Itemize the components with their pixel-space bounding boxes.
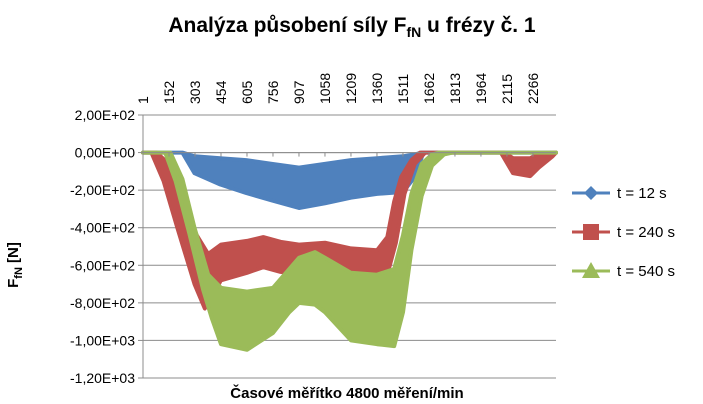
chart-title-main: Analýza působení síly F (168, 14, 406, 37)
x-tick-label: 2115 (499, 74, 515, 104)
series-band-3 (141, 150, 558, 352)
y-tick-label: -6,00E+02 (70, 257, 135, 273)
y-axis-label: FfN [N] (5, 242, 25, 288)
axes (138, 114, 556, 379)
legend-label: t = 240 s (617, 224, 675, 241)
x-tick-labels: 1 152 303 454 605 756 907 1058 1209 1360 1511 1662 1… (135, 73, 541, 104)
x-tick-label: 303 (187, 80, 203, 104)
legend-marker-diamond (584, 186, 598, 200)
y-axis-label-subscript: fN (13, 267, 25, 279)
legend-marker-triangle (582, 262, 600, 278)
y-tick-label: -4,00E+02 (70, 220, 135, 236)
legend-label: t = 540 s (617, 263, 675, 280)
x-tick-label: 152 (161, 80, 177, 104)
x-tick-label: 2266 (525, 73, 541, 104)
y-tick-label: -8,00E+02 (70, 295, 135, 311)
chart-title: Analýza působení síly FfN u frézy č. 1 (168, 14, 536, 40)
x-tick-label: 1964 (473, 73, 489, 104)
series-band-1 (141, 150, 558, 210)
y-axis-label-main: F (5, 279, 22, 288)
x-axis-label: Časové měřítko 4800 měření/min (230, 384, 463, 402)
x-tick-label: 907 (291, 80, 307, 104)
legend: t = 12 s t = 240 s t = 540 s (572, 185, 675, 280)
x-tick-label: 605 (239, 80, 255, 104)
x-tick-label: 1360 (369, 73, 385, 104)
x-tick-label: 756 (265, 80, 281, 104)
x-tick-label: 1511 (395, 74, 411, 104)
chart-title-tail: u frézy č. 1 (421, 14, 536, 37)
x-tick-label: 1813 (447, 73, 463, 104)
legend-marker-square (583, 224, 599, 240)
x-tick-label: 1209 (343, 73, 359, 104)
x-tick-label: 1058 (317, 73, 333, 104)
x-tick-label: 1662 (421, 73, 437, 104)
y-tick-label: -1,00E+03 (70, 332, 135, 348)
y-tick-label: -2,00E+02 (70, 182, 135, 198)
legend-label: t = 12 s (617, 185, 667, 202)
y-tick-label: 0,00E+00 (75, 145, 136, 161)
y-axis-label-tail: [N] (5, 242, 22, 267)
chart-title-subscript: fN (406, 24, 421, 40)
plot-area (141, 150, 558, 352)
y-tick-label: 2,00E+02 (75, 107, 136, 123)
x-tick-label: 1 (135, 96, 151, 104)
y-tick-labels: 2,00E+02 0,00E+00 -2,00E+02 -4,00E+02 -6,00E… (70, 107, 135, 386)
y-tick-label: -1,20E+03 (70, 370, 135, 386)
x-tick-label: 454 (213, 80, 229, 104)
